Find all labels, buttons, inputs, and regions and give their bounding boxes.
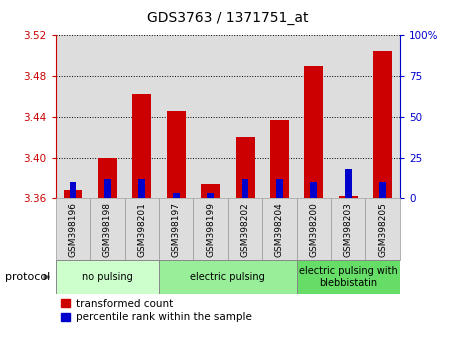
Bar xyxy=(331,198,365,260)
Text: GSM398197: GSM398197 xyxy=(172,202,181,257)
Bar xyxy=(373,51,392,198)
Bar xyxy=(56,260,159,294)
Text: electric pulsing with
blebbistatin: electric pulsing with blebbistatin xyxy=(299,266,398,288)
Bar xyxy=(159,260,297,294)
Text: GDS3763 / 1371751_at: GDS3763 / 1371751_at xyxy=(147,11,309,25)
Bar xyxy=(159,198,193,260)
Bar xyxy=(297,198,331,260)
Bar xyxy=(139,179,145,198)
Text: GSM398203: GSM398203 xyxy=(344,202,353,257)
Bar xyxy=(262,35,297,198)
Text: GSM398204: GSM398204 xyxy=(275,202,284,257)
Bar xyxy=(193,198,228,260)
Bar xyxy=(125,198,159,260)
Bar xyxy=(173,193,179,198)
Bar xyxy=(236,137,254,198)
Bar xyxy=(345,169,352,198)
Text: electric pulsing: electric pulsing xyxy=(191,272,265,282)
Bar xyxy=(379,182,386,198)
Text: GSM398200: GSM398200 xyxy=(309,202,319,257)
Bar xyxy=(70,182,76,198)
Bar xyxy=(365,35,400,198)
Bar xyxy=(311,182,317,198)
Text: GSM398205: GSM398205 xyxy=(378,202,387,257)
Bar xyxy=(339,196,358,198)
Text: GSM398199: GSM398199 xyxy=(206,202,215,257)
Bar xyxy=(242,179,248,198)
Bar xyxy=(56,35,90,198)
Bar xyxy=(331,35,365,198)
Bar xyxy=(167,111,186,198)
Bar xyxy=(297,260,400,294)
Text: GSM398198: GSM398198 xyxy=(103,202,112,257)
Bar xyxy=(262,198,297,260)
Bar xyxy=(133,95,151,198)
Bar xyxy=(201,184,220,198)
Bar xyxy=(159,35,193,198)
Bar xyxy=(104,179,111,198)
Bar xyxy=(98,158,117,198)
Bar xyxy=(56,198,90,260)
Legend: transformed count, percentile rank within the sample: transformed count, percentile rank withi… xyxy=(61,299,252,322)
Bar xyxy=(297,35,331,198)
Bar xyxy=(228,35,262,198)
Bar xyxy=(207,193,214,198)
Text: no pulsing: no pulsing xyxy=(82,272,133,282)
Bar xyxy=(305,66,323,198)
Text: GSM398201: GSM398201 xyxy=(137,202,146,257)
Bar xyxy=(270,120,289,198)
Bar xyxy=(125,35,159,198)
Bar xyxy=(365,198,400,260)
Bar xyxy=(276,179,283,198)
Text: protocol: protocol xyxy=(5,272,50,282)
Text: GSM398196: GSM398196 xyxy=(68,202,78,257)
Bar xyxy=(193,35,228,198)
Bar xyxy=(228,198,262,260)
Bar xyxy=(90,198,125,260)
Bar xyxy=(90,35,125,198)
Bar xyxy=(64,190,82,198)
Text: GSM398202: GSM398202 xyxy=(240,202,250,257)
